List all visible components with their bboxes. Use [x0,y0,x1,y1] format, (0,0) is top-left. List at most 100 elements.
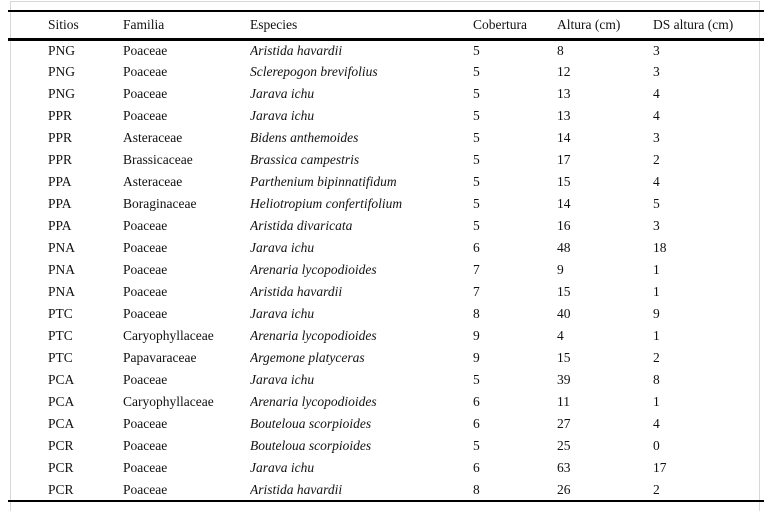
cell: 2 [653,481,660,497]
cell: Poaceae [123,372,168,387]
cell: 5 [473,42,480,58]
table-row: PPR Asteraceae Bidens anthemoides 5 14 3 [8,127,764,149]
column-header-cobertura: Cobertura [473,16,527,32]
cell: PCA [48,372,75,387]
cell: Jarava ichu [250,460,315,475]
cell: Asteraceae [123,130,183,145]
cell: Poaceae [123,218,168,233]
cell: Poaceae [123,64,168,79]
cell: 11 [557,394,570,409]
cell: 4 [557,328,564,343]
cell: Aristida divaricata [250,218,353,233]
cell: PPR [48,152,73,167]
cell: 4 [653,108,660,123]
table-row: PNA Poaceae Jarava ichu 6 48 18 [8,237,764,259]
cell: 5 [473,438,480,453]
cell: PTC [48,306,73,321]
cell: Bidens anthemoides [250,130,359,145]
cell: 5 [473,218,480,233]
column-header-especies: Especies [250,16,298,32]
cell: 5 [473,174,480,189]
cell: 2 [653,152,660,167]
cell: PNA [48,240,76,255]
cell: 4 [653,174,660,189]
cell: PNA [48,262,76,277]
column-header-familia: Familia [123,16,165,32]
cell: Bouteloua scorpioides [250,438,372,453]
cell: PPR [48,130,73,145]
cell: Jarava ichu [250,86,315,101]
cell: Poaceae [123,240,168,255]
cell: Poaceae [123,284,168,299]
table-row: PNA Poaceae Aristida havardii 7 15 1 [8,281,764,303]
cell: Poaceae [123,460,168,475]
cell: Jarava ichu [250,240,315,255]
cell: 6 [473,240,480,255]
cell: 9 [473,328,480,343]
cell: Bouteloua scorpioides [250,416,372,431]
cell: PPA [48,218,72,233]
cell: 1 [653,284,660,299]
cell: 5 [473,86,480,101]
cell: Asteraceae [123,174,183,189]
cell: 5 [473,108,480,123]
cell: 4 [653,416,660,431]
table-row: PNA Poaceae Arenaria lycopodioides 7 9 1 [8,259,764,281]
cell: Poaceae [123,438,168,453]
cell: 7 [473,262,480,277]
cell: PNG [48,64,76,79]
table-row: PPA Boraginaceae Heliotropium confertifoli… [8,193,764,215]
cell: 17 [557,152,571,167]
table-row: PTC Poaceae Jarava ichu 8 40 9 [8,303,764,325]
table-row: PTC Caryophyllaceae Arenaria lycopodioides… [8,325,764,347]
cell: PNA [48,284,76,299]
cell: PTC [48,328,73,343]
cell: 1 [653,328,660,343]
cell: 3 [653,64,660,79]
cell: PPR [48,108,73,123]
cell: 5 [473,372,480,387]
cell: Brassica campestris [250,152,360,167]
cell: 17 [653,460,667,475]
cell: PCR [48,481,74,497]
cell: 16 [557,218,571,233]
column-header-ds-altura-cm: DS altura (cm) [653,16,734,32]
cell: 7 [473,284,480,299]
cell: Brassicaceae [123,152,193,167]
cell: Arenaria lycopodioides [250,394,377,409]
cell: Arenaria lycopodioides [250,328,377,343]
cell: PCA [48,416,75,431]
cell: 13 [557,86,571,101]
cell: Boraginaceae [123,196,197,211]
cell: 25 [557,438,571,453]
species-data-table-wrap: Sitios Familia Especies Cobertura Altura (cm… [8,10,764,502]
cell: 5 [473,64,480,79]
cell: 5 [653,196,660,211]
cell: 9 [473,350,480,365]
column-header-sitios: Sitios [48,16,79,32]
cell: PCR [48,460,74,475]
column-header-altura-cm: Altura (cm) [557,16,621,32]
cell: 15 [557,174,571,189]
table-outer-frame [10,1,760,511]
table-row: PNG Poaceae Sclerepogon brevifolius 5 12 3 [8,61,764,83]
cell: 27 [557,416,571,431]
cell: 6 [473,394,480,409]
cell: 3 [653,42,660,58]
table-row: PCR Poaceae Bouteloua scorpioides 5 25 0 [8,435,764,457]
cell: Aristida havardii [250,284,343,299]
cell: 9 [557,262,564,277]
table-row: PCA Caryophyllaceae Arenaria lycopodioides… [8,391,764,413]
cell: Poaceae [123,481,168,497]
table-row: PCA Poaceae Jarava ichu 5 39 8 [8,369,764,391]
cell: 5 [473,152,480,167]
cell: 1 [653,394,660,409]
cell: PCA [48,394,75,409]
cell: 14 [557,130,571,145]
table-header-row: Sitios Familia Especies Cobertura Altura (cm… [8,11,764,39]
cell: Aristida havardii [250,42,343,58]
cell: Jarava ichu [250,372,315,387]
cell: Papavaraceae [123,350,197,365]
cell: 6 [473,460,480,475]
cell: 4 [653,86,660,101]
